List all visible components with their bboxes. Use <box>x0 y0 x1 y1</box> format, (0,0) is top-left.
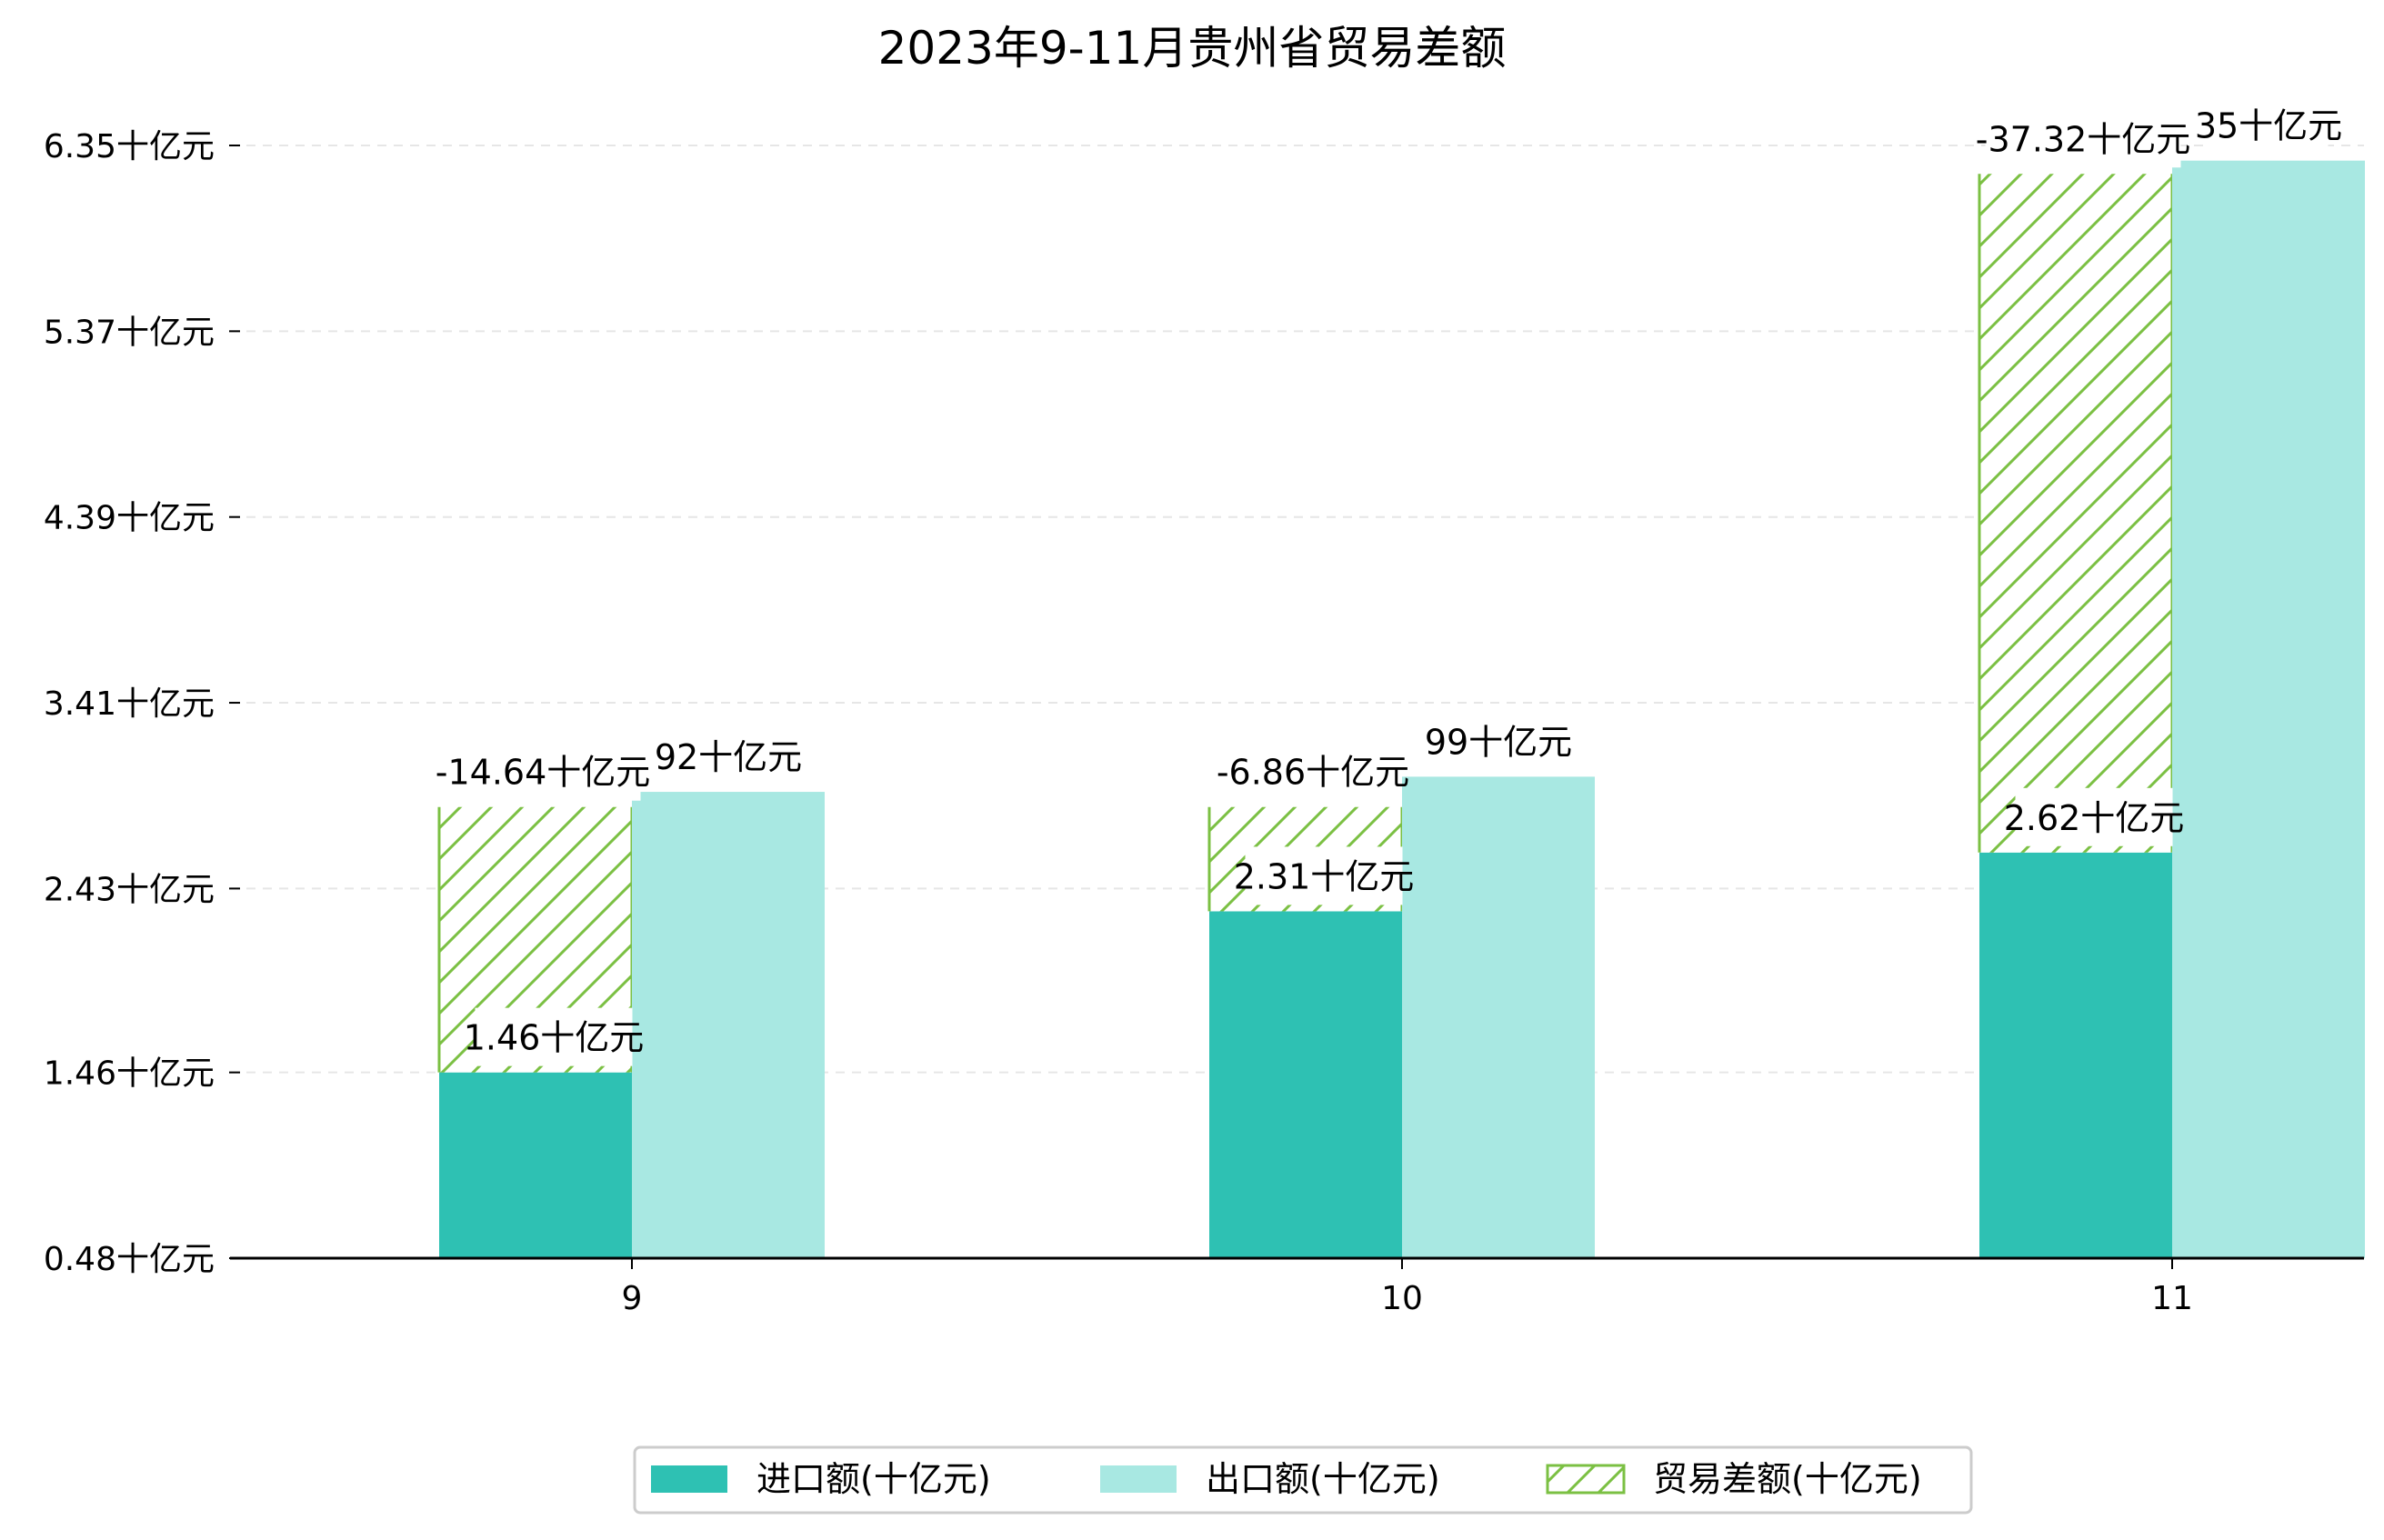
legend-label: 贸易差额(十亿元) <box>1653 1459 1922 1499</box>
trade-balance-value-label: -6.86十亿元 <box>1217 753 1409 793</box>
import-bar <box>1979 852 2172 1258</box>
x-tick-label: 9 <box>622 1280 643 1317</box>
y-tick-label: 4.39十亿元 <box>44 500 215 537</box>
legend-label: 出口额(十亿元) <box>1206 1459 1440 1499</box>
y-tick-label: 5.37十亿元 <box>44 314 215 351</box>
import-value-label-bg <box>475 1007 633 1066</box>
y-tick-label: 3.41十亿元 <box>44 685 215 723</box>
chart-title: 2023年9-11月贵州省贸易差额 <box>878 22 1507 75</box>
x-tick-label: 11 <box>2151 1280 2193 1317</box>
axes-layer: 0.48十亿元 1.46十亿元 2.43十亿元 3.41十亿元 4.39十亿元 5.37十… <box>44 128 2364 1317</box>
legend-swatch <box>1546 1464 1626 1495</box>
import-value-label-bg <box>2015 787 2173 846</box>
export-value-label: 35十亿元 <box>2195 106 2342 146</box>
legend-box <box>633 1445 1973 1515</box>
bars-layer <box>437 160 2365 1259</box>
trade-balance-value-label-bg <box>1985 109 2181 168</box>
import-value-label: 2.31十亿元 <box>1234 856 1415 896</box>
export-value-label: 92十亿元 <box>655 737 802 777</box>
export-value-label-bg <box>2209 95 2329 155</box>
legend: 进口额(十亿元) 出口额(十亿元) 贸易差额(十亿元) <box>633 1445 1973 1515</box>
import-value-label: 1.46十亿元 <box>464 1018 645 1058</box>
trade-balance-bar <box>1979 174 2172 853</box>
export-value-label-bg <box>668 727 788 786</box>
y-tick-label: 6.35十亿元 <box>44 128 215 165</box>
x-tick-label: 10 <box>1381 1280 1423 1317</box>
export-bar <box>632 792 825 1258</box>
import-value-label-bg <box>1245 846 1403 905</box>
labels-layer: 1.46十亿元 -14.64十亿元 92十亿元 2.31十亿元 -6.86十亿元 99十亿… <box>436 95 2342 1066</box>
legend-swatch <box>651 1465 727 1493</box>
export-bar <box>2172 160 2365 1259</box>
legend-swatch <box>1100 1465 1177 1493</box>
export-value-label: 99十亿元 <box>1425 722 1572 762</box>
export-bar <box>1402 776 1595 1258</box>
import-bar <box>439 1072 632 1258</box>
y-tick-label: 0.48十亿元 <box>44 1241 215 1278</box>
export-value-label-bg <box>1438 712 1558 771</box>
y-tick-label: 2.43十亿元 <box>44 871 215 908</box>
trade-balance-value-label: -14.64十亿元 <box>436 753 651 793</box>
trade-balance-value-label-bg <box>1225 742 1401 801</box>
trade-balance-value-label-bg <box>445 742 641 801</box>
import-bar <box>1209 911 1402 1258</box>
legend-label: 进口额(十亿元) <box>756 1459 991 1499</box>
y-tick-label: 1.46十亿元 <box>44 1055 215 1093</box>
import-value-label: 2.62十亿元 <box>2004 798 2185 838</box>
trade-balance-value-label: -37.32十亿元 <box>1976 119 2191 159</box>
